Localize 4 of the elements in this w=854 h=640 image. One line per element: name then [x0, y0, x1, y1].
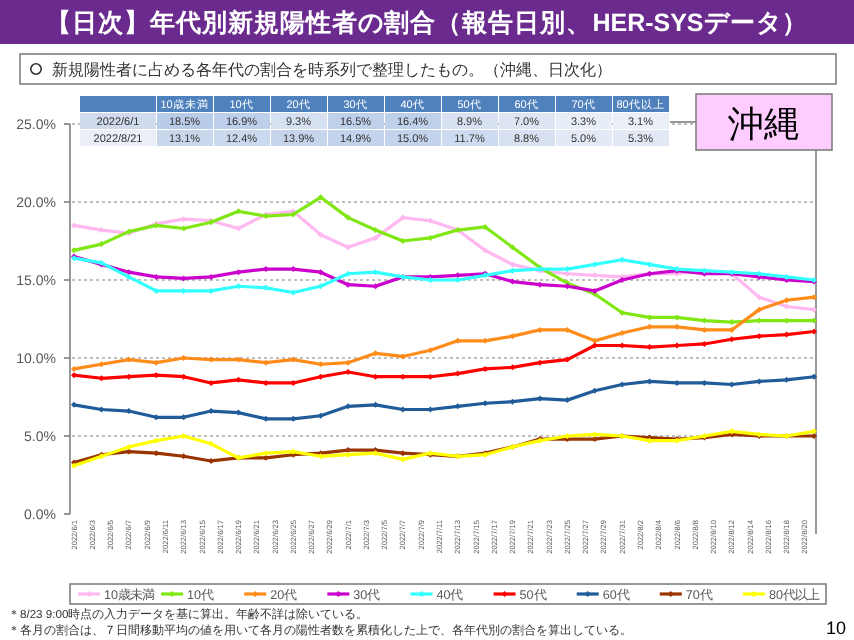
annotation: 沖縄: [728, 104, 800, 144]
chart-subtitle: 新規陽性者に占める各年代の割合を時系列で整理したもの。（沖縄、日次化）: [52, 61, 612, 79]
text: 10: [825, 618, 846, 638]
chart-title: 【日次】年代別新規陽性者の割合（報告日別、HER-SYSデータ）: [46, 7, 808, 37]
